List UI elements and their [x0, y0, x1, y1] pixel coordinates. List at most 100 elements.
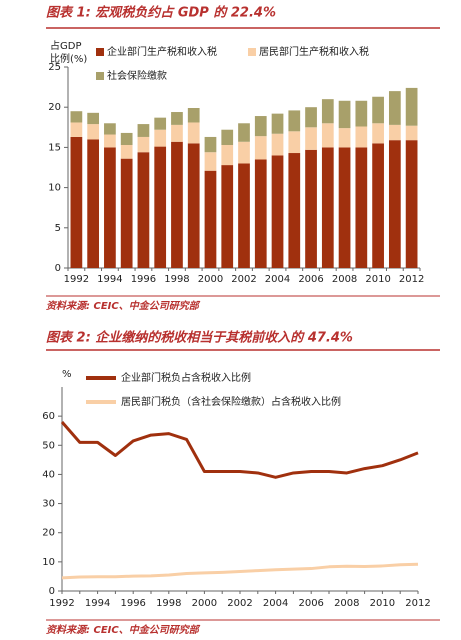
bar-segment — [154, 146, 167, 268]
x-tick-label: 1992 — [64, 274, 89, 285]
bar-segment — [221, 144, 234, 166]
bar-segment — [70, 122, 83, 137]
x-tick-label: 2000 — [192, 598, 217, 609]
legend-label: 居民部门税负（含社会保险缴款）占含税收入比例 — [121, 395, 341, 408]
bar-segment — [221, 165, 234, 268]
x-tick-label: 1994 — [85, 598, 110, 609]
x-tick-label: 1998 — [156, 598, 181, 609]
bar-segment — [104, 147, 116, 268]
bar-segment — [171, 112, 183, 125]
bar-segment — [372, 96, 384, 124]
legend-swatch — [96, 72, 104, 80]
y-tick-label: 20 — [48, 102, 61, 113]
bar-segment — [305, 149, 317, 268]
chart-title: 图表 2: 企业缴纳的税收相当于其税前收入的 47.4% — [46, 330, 353, 346]
bar-segment — [254, 116, 267, 137]
legend-label: 企业部门税负占含税收入比例 — [121, 371, 251, 384]
x-tick-label: 1996 — [131, 274, 156, 285]
bar-segment — [372, 143, 384, 268]
y-tick-label: 20 — [42, 528, 55, 539]
bar-segment — [288, 131, 301, 154]
bar-segment — [204, 136, 217, 153]
legend-swatch — [96, 48, 104, 56]
source-note: 资料来源: CEIC、中金公司研究部 — [46, 300, 201, 312]
bar-segment — [338, 100, 351, 129]
bar-segment — [305, 107, 317, 128]
bar-segment — [271, 155, 284, 268]
y-tick-label: 10 — [42, 557, 55, 568]
chart-title: 图表 1: 宏观税负约占 GDP 的 22.4% — [46, 5, 276, 21]
bar-segment — [87, 124, 100, 140]
bar-segment — [321, 147, 334, 268]
bar-segment — [187, 143, 200, 268]
x-tick-label: 1998 — [164, 274, 189, 285]
bar-segment — [238, 163, 250, 268]
bar-segment — [204, 152, 217, 171]
bar-segment — [388, 124, 401, 141]
x-tick-label: 1996 — [120, 598, 145, 609]
bar-segment — [405, 87, 418, 126]
x-tick-label: 2008 — [332, 274, 357, 285]
bar-segment — [338, 128, 351, 148]
bar-segment — [271, 133, 284, 156]
x-tick-label: 1992 — [49, 598, 74, 609]
bar-segment — [187, 122, 200, 144]
bar-segment — [87, 139, 100, 268]
y-tick-label: 10 — [48, 183, 61, 194]
bar-segment — [137, 124, 150, 137]
bar-segment — [388, 91, 401, 125]
legend-label: 社会保险缴款 — [107, 69, 167, 82]
bar-segment — [120, 158, 133, 268]
bar-segment — [221, 129, 234, 145]
bar-segment — [154, 117, 167, 130]
x-tick-label: 2002 — [227, 598, 252, 609]
bar-segment — [171, 124, 183, 142]
x-tick-label: 2004 — [265, 274, 290, 285]
bar-segment — [154, 129, 167, 147]
bar-segment — [388, 140, 401, 268]
bar-segment — [238, 141, 250, 164]
bar-segment — [137, 136, 150, 153]
x-tick-label: 2010 — [365, 274, 390, 285]
source-note: 资料来源: CEIC、中金公司研究部 — [46, 624, 201, 636]
legend-swatch — [248, 48, 256, 56]
bar-segment — [405, 140, 418, 268]
y-tick-label: 25 — [48, 62, 61, 73]
legend-label: 企业部门生产税和收入税 — [107, 45, 217, 58]
x-tick-label: 2004 — [263, 598, 288, 609]
bar-segment — [70, 111, 83, 123]
bar-segment — [70, 136, 83, 268]
y-tick-label: 60 — [42, 411, 55, 422]
bar-segment — [87, 112, 100, 125]
y-tick-label: 30 — [42, 499, 55, 510]
bar-segment — [405, 125, 418, 141]
x-tick-label: 2008 — [334, 598, 359, 609]
y-axis-label: % — [62, 369, 72, 380]
line-series — [61, 562, 419, 580]
bar-segment — [288, 110, 301, 132]
x-tick-label: 2012 — [405, 598, 430, 609]
bar-segment — [372, 123, 384, 144]
bar-segment — [355, 147, 368, 268]
y-axis-label: 占GDP — [50, 39, 81, 52]
y-tick-label: 40 — [42, 469, 55, 480]
bar-segment — [254, 159, 267, 268]
bar-segment — [254, 136, 267, 160]
bar-segment — [271, 113, 284, 134]
bar-segment — [338, 147, 351, 268]
bar-segment — [120, 144, 133, 159]
bar-segment — [120, 132, 133, 145]
x-tick-label: 2012 — [399, 274, 424, 285]
line-series — [60, 420, 419, 479]
bar-segment — [137, 152, 150, 268]
x-tick-label: 2002 — [231, 274, 256, 285]
bar-segment — [171, 141, 183, 268]
x-tick-label: 2010 — [370, 598, 395, 609]
bar-segment — [104, 123, 116, 135]
bar-segment — [355, 100, 368, 127]
bar-segment — [288, 153, 301, 268]
x-tick-label: 2006 — [298, 598, 323, 609]
bar-segment — [187, 108, 200, 123]
bar-segment — [204, 170, 217, 268]
bar-segment — [238, 123, 250, 142]
